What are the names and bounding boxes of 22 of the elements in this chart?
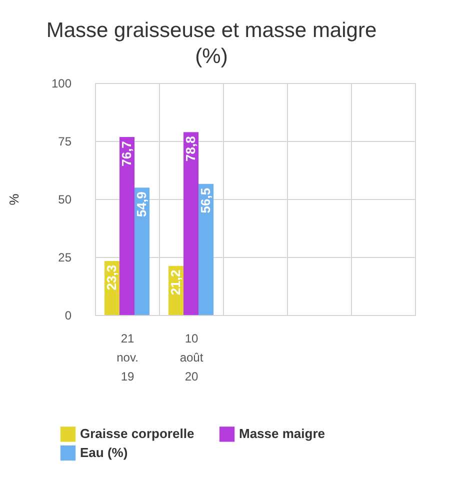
data-label: 76,7 <box>119 141 134 166</box>
x-tick-label: 10 août 20 <box>180 332 204 384</box>
data-label: 56,5 <box>198 188 214 214</box>
bar <box>198 184 214 315</box>
x-tick-label: 21 nov. 19 <box>116 332 138 384</box>
y-tick-label: 100 <box>51 76 72 90</box>
bar <box>134 188 150 315</box>
data-label: 78,8 <box>183 136 198 162</box>
data-label: 54,9 <box>134 192 150 217</box>
bar <box>119 137 135 315</box>
bar <box>183 132 199 315</box>
data-label: 23,3 <box>104 264 119 290</box>
y-axis-title: % <box>6 193 22 206</box>
legend-label: Graisse corporelle <box>80 426 194 442</box>
y-tick-label: 25 <box>58 250 72 264</box>
legend-label: Masse maigre <box>239 426 325 442</box>
y-tick-label: 0 <box>64 308 72 322</box>
legend-label: Eau (%) <box>80 445 128 460</box>
chart-title: Masse graisseuse et masse maigre (%) <box>46 19 377 68</box>
y-tick-label: 50 <box>58 192 72 206</box>
y-tick-label: 75 <box>58 134 72 148</box>
data-label: 21,2 <box>168 270 183 296</box>
